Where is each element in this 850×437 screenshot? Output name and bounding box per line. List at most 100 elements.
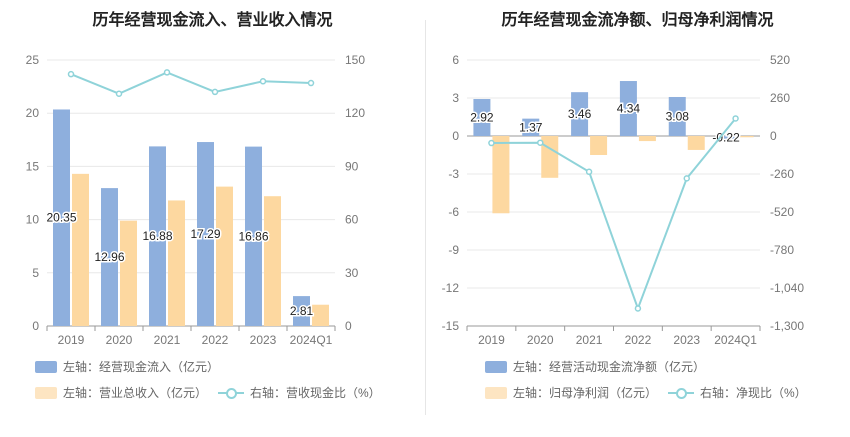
x-axis-tick-label: 2024Q1 bbox=[714, 333, 757, 347]
right-axis-tick-label: 90 bbox=[345, 159, 359, 173]
left-axis-tick-label: 10 bbox=[26, 213, 40, 227]
right-axis-tick-label: 260 bbox=[770, 91, 790, 105]
bar-primary bbox=[101, 188, 118, 326]
bar-secondary bbox=[312, 304, 329, 326]
x-axis-tick-label: 2021 bbox=[576, 333, 603, 347]
legend-swatch-blue bbox=[485, 360, 507, 373]
x-axis-tick-label: 2023 bbox=[250, 333, 277, 347]
ratio-point bbox=[163, 69, 171, 76]
bar-primary bbox=[53, 109, 70, 326]
x-axis-tick-label: 2023 bbox=[673, 333, 700, 347]
legend-line-icon bbox=[668, 387, 694, 399]
bar-data-label: 1.37 bbox=[519, 120, 543, 134]
bar-secondary bbox=[492, 136, 510, 214]
right-axis-tick-label: -1,300 bbox=[770, 319, 804, 333]
chart-title-right: 历年经营现金流净额、归母净利润情况 bbox=[501, 12, 774, 29]
legend-label: 左轴：归母净利润（亿元） bbox=[513, 386, 658, 400]
bar-secondary bbox=[687, 136, 705, 150]
right-axis-tick-label: 120 bbox=[345, 106, 365, 120]
right-axis-tick-label: 60 bbox=[345, 213, 359, 227]
ratio-point bbox=[537, 139, 544, 146]
bar-primary bbox=[473, 99, 491, 136]
left-axis-tick-label: 5 bbox=[32, 266, 39, 280]
legend-right-net-cash[interactable]: 左轴：经营活动现金流净额（亿元） bbox=[485, 358, 705, 375]
chart-title-left: 历年经营现金流入、营业收入情况 bbox=[92, 12, 333, 29]
bar-secondary bbox=[590, 136, 608, 155]
ratio-point bbox=[585, 168, 593, 176]
bar-data-label: 16.88 bbox=[142, 229, 172, 243]
ratio-point bbox=[683, 175, 690, 182]
ratio-point bbox=[259, 78, 267, 85]
panel-divider bbox=[425, 20, 426, 415]
left-chart-svg: 0 5 10 15 20 25 0 30 60 90 120 150 2019 2020 2021 2022 2… bbox=[26, 53, 366, 347]
legend-swatch-orange bbox=[485, 386, 507, 399]
bar-primary bbox=[245, 146, 262, 326]
left-axis-tick-label: -12 bbox=[442, 281, 460, 295]
bar-secondary bbox=[736, 136, 754, 138]
legend-left-ratio[interactable]: 右轴：营收现金比（%） bbox=[218, 384, 381, 401]
bar-data-label: -0.22 bbox=[712, 130, 740, 144]
left-axis-tick-label: 6 bbox=[452, 53, 459, 67]
bar-data-label: 3.08 bbox=[666, 109, 690, 123]
bar-data-label: 2.92 bbox=[470, 111, 494, 125]
x-axis-tick-label: 2022 bbox=[625, 333, 652, 347]
bar-data-label: 12.96 bbox=[94, 250, 124, 264]
legend-right-net-profit[interactable]: 左轴：归母净利润（亿元） bbox=[485, 384, 657, 401]
ratio-point bbox=[67, 70, 75, 78]
bar-secondary bbox=[120, 220, 137, 326]
ratio-point bbox=[211, 88, 219, 96]
legend-label: 左轴：营业总收入（亿元） bbox=[63, 386, 208, 400]
bar-primary bbox=[571, 92, 589, 136]
right-axis-tick-label: -260 bbox=[770, 167, 794, 181]
x-axis-tick-label: 2019 bbox=[58, 333, 85, 347]
left-axis-tick-label: -6 bbox=[448, 205, 459, 219]
right-axis-tick-label: 30 bbox=[345, 266, 359, 280]
legend-label: 左轴：经营现金流入（亿元） bbox=[63, 360, 220, 374]
legend-line-icon bbox=[218, 387, 244, 399]
bar-secondary bbox=[216, 186, 233, 326]
right-axis-tick-label: 0 bbox=[345, 319, 352, 333]
legend-label: 左轴：经营活动现金流净额（亿元） bbox=[513, 360, 706, 374]
bar-primary bbox=[619, 81, 637, 136]
bar-primary bbox=[149, 146, 166, 326]
right-axis-tick-label: -1,040 bbox=[770, 281, 804, 295]
x-axis-tick-label: 2019 bbox=[478, 333, 505, 347]
ratio-point bbox=[307, 79, 315, 87]
left-chart-panel: 历年经营现金流入、营业收入情况 0 5 10 15 20 25 0 30 60 90 120 150 2… bbox=[26, 12, 381, 401]
legend-left-cash-inflow[interactable]: 左轴：经营现金流入（亿元） bbox=[35, 358, 219, 375]
bar-primary bbox=[293, 296, 310, 326]
x-axis-tick-label: 2024Q1 bbox=[290, 333, 333, 347]
bar-primary bbox=[522, 118, 540, 136]
legend-left-revenue[interactable]: 左轴：营业总收入（亿元） bbox=[35, 384, 207, 401]
x-axis-tick-label: 2020 bbox=[106, 333, 133, 347]
bar-data-label: 4.34 bbox=[617, 102, 641, 116]
left-axis-tick-label: 0 bbox=[452, 129, 459, 143]
bar-secondary bbox=[541, 136, 559, 178]
legend-label: 右轴：净现比（%） bbox=[700, 386, 807, 400]
legend-swatch-orange bbox=[35, 386, 57, 399]
left-axis-tick-label: 20 bbox=[26, 106, 40, 120]
bar-data-label: 16.86 bbox=[238, 229, 268, 243]
bar-secondary bbox=[264, 196, 281, 326]
ratio-line bbox=[491, 117, 737, 312]
left-axis-tick-label: 3 bbox=[452, 91, 459, 105]
left-axis-tick-label: -9 bbox=[448, 243, 459, 257]
bar-primary bbox=[197, 142, 214, 326]
left-axis-tick-label: -3 bbox=[448, 167, 459, 181]
bar-secondary bbox=[72, 173, 89, 326]
ratio-point bbox=[732, 115, 739, 122]
right-axis-tick-label: 0 bbox=[770, 129, 777, 143]
legend-swatch-blue bbox=[35, 360, 57, 373]
right-axis-tick-label: 150 bbox=[345, 53, 365, 67]
bar-secondary bbox=[638, 136, 656, 142]
left-axis-tick-label: 25 bbox=[26, 53, 40, 67]
bar-data-label: 2.81 bbox=[290, 304, 314, 318]
legend-right-ratio[interactable]: 右轴：净现比（%） bbox=[668, 384, 807, 401]
right-axis-tick-label: -780 bbox=[770, 243, 794, 257]
bar-primary bbox=[717, 136, 735, 139]
left-axis-tick-label: 0 bbox=[32, 319, 39, 333]
x-axis-tick-label: 2020 bbox=[527, 333, 554, 347]
bar-secondary bbox=[168, 200, 185, 326]
legend-label: 右轴：营收现金比（%） bbox=[250, 386, 381, 400]
right-chart-svg: -15 -12 -9 -6 -3 0 3 6 -1,300 -1,040 -780 -520 -260 0… bbox=[442, 53, 805, 347]
